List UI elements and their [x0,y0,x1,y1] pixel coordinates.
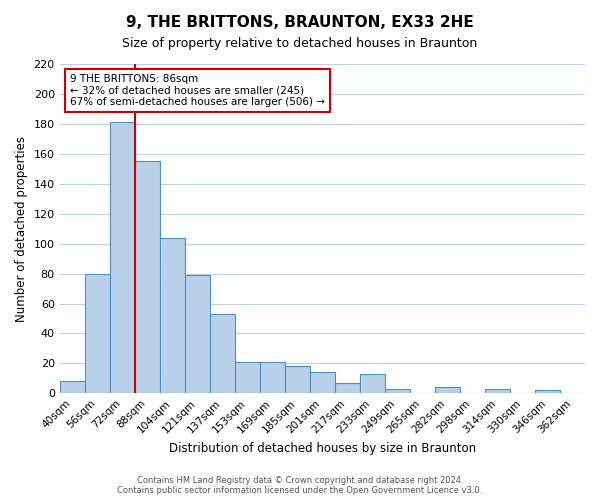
Bar [85,274,110,394]
Bar [210,314,235,394]
Bar [59,382,85,394]
Bar [435,388,460,394]
Bar [160,238,185,394]
Bar [185,275,210,394]
Text: Size of property relative to detached houses in Braunton: Size of property relative to detached ho… [122,38,478,51]
Bar [385,389,410,394]
X-axis label: Distribution of detached houses by size in Braunton: Distribution of detached houses by size … [169,442,476,455]
Bar [335,383,360,394]
Text: 9, THE BRITTONS, BRAUNTON, EX33 2HE: 9, THE BRITTONS, BRAUNTON, EX33 2HE [126,15,474,30]
Text: 9 THE BRITTONS: 86sqm
← 32% of detached houses are smaller (245)
67% of semi-det: 9 THE BRITTONS: 86sqm ← 32% of detached … [70,74,325,107]
Y-axis label: Number of detached properties: Number of detached properties [15,136,28,322]
Bar [310,372,335,394]
Bar [485,389,510,394]
Text: Contains HM Land Registry data © Crown copyright and database right 2024.
Contai: Contains HM Land Registry data © Crown c… [118,476,482,495]
Bar [285,366,310,394]
Bar [535,390,560,394]
Bar [360,374,385,394]
Bar [135,162,160,394]
Bar [110,122,135,394]
Bar [235,362,260,394]
Bar [260,362,285,394]
